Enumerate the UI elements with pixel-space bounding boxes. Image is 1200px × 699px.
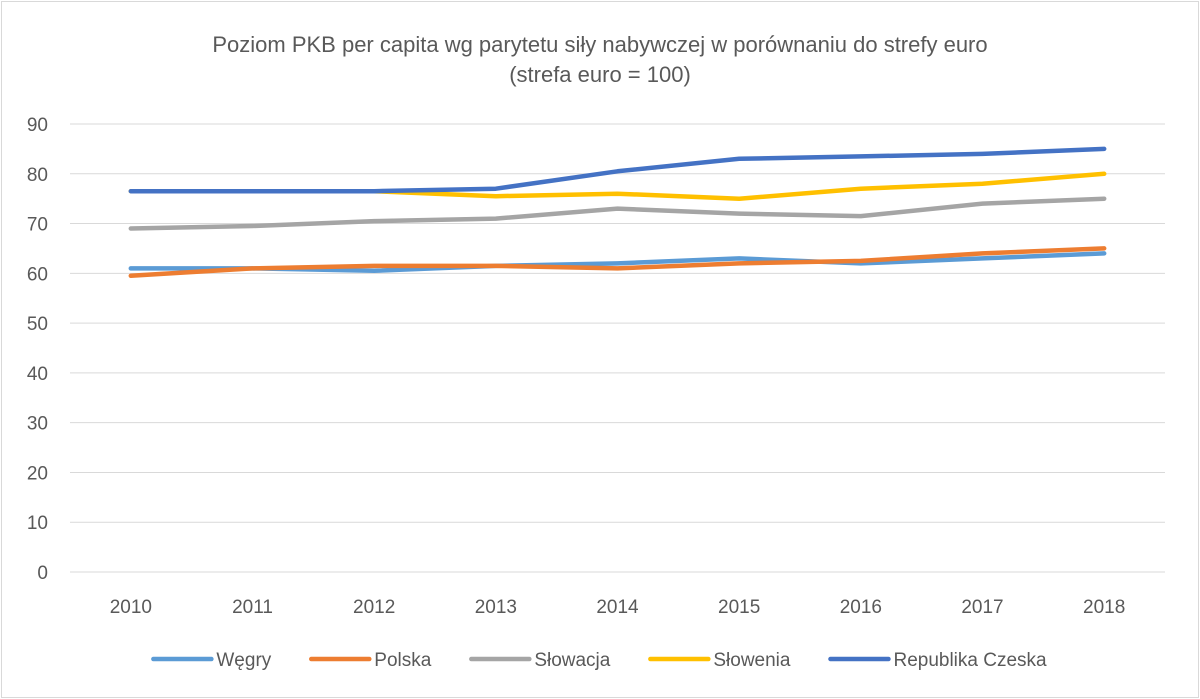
legend-label-1: Polska <box>374 650 431 671</box>
x-tick-label: 2012 <box>353 597 395 618</box>
y-tick-label: 40 <box>27 364 48 385</box>
y-tick-label: 0 <box>37 563 48 584</box>
chart-title-line2: (strefa euro = 100) <box>509 62 691 87</box>
x-tick-label: 2016 <box>840 597 882 618</box>
y-tick-label: 30 <box>27 414 48 435</box>
x-tick-label: 2014 <box>596 597 639 618</box>
x-tick-label: 2011 <box>232 597 273 618</box>
legend-label-4: Republika Czeska <box>893 650 1047 671</box>
x-tick-label: 2010 <box>110 597 152 618</box>
y-tick-label: 60 <box>27 264 48 285</box>
series-lines <box>128 146 1107 279</box>
y-tick-label: 10 <box>27 513 48 534</box>
legend-label-3: Słowenia <box>713 650 791 671</box>
legend-label-0: Węgry <box>216 650 271 671</box>
series-line-1 <box>128 246 1107 279</box>
legend: Węgry Polska Słowacja Słowenia Republika Cze… <box>151 650 1047 671</box>
chart-title-line1: Poziom PKB per capita wg parytetu siły n… <box>212 32 988 57</box>
x-tick-label: 2017 <box>961 597 1003 618</box>
series-line-3 <box>128 171 1107 201</box>
x-tick-label: 2013 <box>475 597 517 618</box>
x-tick-label: 2015 <box>718 597 760 618</box>
gridlines <box>70 123 1165 573</box>
y-tick-label: 90 <box>27 115 48 136</box>
y-tick-label: 20 <box>27 463 48 484</box>
y-tick-label: 80 <box>27 165 48 186</box>
chart-title: Poziom PKB per capita wg parytetu siły n… <box>0 30 1200 90</box>
y-tick-label: 70 <box>27 215 48 236</box>
legend-label-2: Słowacja <box>534 650 610 671</box>
series-line-2 <box>128 196 1107 231</box>
x-tick-label: 2018 <box>1083 597 1125 618</box>
y-axis-ticks: 0 10 20 30 40 50 60 70 80 90 <box>27 115 48 584</box>
x-axis-ticks: 2010 2011 2012 2013 2014 2015 2016 2017 2018 <box>110 597 1126 618</box>
series-line-4 <box>128 146 1107 194</box>
y-tick-label: 50 <box>27 314 48 335</box>
